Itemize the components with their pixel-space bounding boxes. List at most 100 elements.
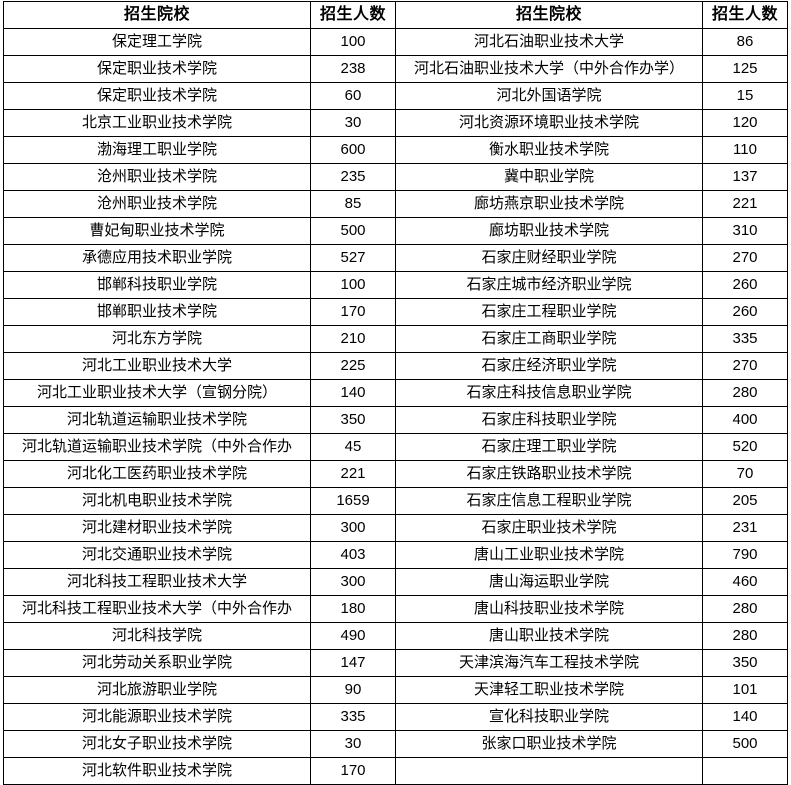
cell-school-left: 邯郸职业技术学院	[3, 298, 311, 326]
cell-school-left: 河北轨道运输职业技术学院	[3, 406, 311, 434]
cell-school-left: 河北交通职业技术学院	[3, 541, 311, 569]
cell-school-right: 石家庄职业技术学院	[395, 514, 703, 542]
cell-school-left: 保定职业技术学院	[3, 82, 311, 110]
cell-count-left: 140	[310, 379, 396, 407]
cell-count-left: 30	[310, 730, 396, 758]
table-row: 保定职业技术学院 238 河北石油职业技术大学（中外合作办学） 125	[3, 55, 788, 83]
cell-count-right: 335	[702, 325, 788, 353]
cell-school-left: 河北科技工程职业技术大学（中外合作办	[3, 595, 311, 623]
table-row: 河北建材职业技术学院 300 石家庄职业技术学院 231	[3, 514, 788, 542]
enrollment-table-container: 招生院校 招生人数 招生院校 招生人数 保定理工学院 100 河北石油职业技术大学 8…	[3, 1, 788, 785]
enrollment-table: 招生院校 招生人数 招生院校 招生人数 保定理工学院 100 河北石油职业技术大学 8…	[3, 1, 788, 785]
cell-school-left: 河北轨道运输职业技术学院（中外合作办	[3, 433, 311, 461]
cell-count-left: 403	[310, 541, 396, 569]
cell-school-right: 廊坊燕京职业技术学院	[395, 190, 703, 218]
cell-school-left: 河北工业职业技术大学（宣钢分院）	[3, 379, 311, 407]
cell-count-right: 500	[702, 730, 788, 758]
cell-count-left: 600	[310, 136, 396, 164]
cell-school-left: 河北机电职业技术学院	[3, 487, 311, 515]
cell-count-left: 350	[310, 406, 396, 434]
table-row: 北京工业职业技术学院 30 河北资源环境职业技术学院 120	[3, 109, 788, 137]
cell-school-right: 石家庄铁路职业技术学院	[395, 460, 703, 488]
table-row: 河北化工医药职业技术学院 221 石家庄铁路职业技术学院 70	[3, 460, 788, 488]
cell-school-left: 保定理工学院	[3, 28, 311, 56]
table-row: 邯郸职业技术学院 170 石家庄工程职业学院 260	[3, 298, 788, 326]
cell-count-right: 270	[702, 244, 788, 272]
table-row: 河北能源职业技术学院 335 宣化科技职业学院 140	[3, 703, 788, 731]
cell-school-left: 沧州职业技术学院	[3, 163, 311, 191]
header-count-right: 招生人数	[702, 1, 788, 29]
cell-count-right: 270	[702, 352, 788, 380]
cell-count-right: 125	[702, 55, 788, 83]
cell-count-left: 100	[310, 28, 396, 56]
cell-count-right: 120	[702, 109, 788, 137]
cell-school-right: 石家庄科技职业学院	[395, 406, 703, 434]
cell-school-right: 石家庄城市经济职业学院	[395, 271, 703, 299]
table-row: 河北机电职业技术学院 1659 石家庄信息工程职业学院 205	[3, 487, 788, 515]
cell-school-right: 石家庄工商职业学院	[395, 325, 703, 353]
cell-school-left: 河北化工医药职业技术学院	[3, 460, 311, 488]
cell-school-right: 石家庄信息工程职业学院	[395, 487, 703, 515]
cell-school-left: 河北建材职业技术学院	[3, 514, 311, 542]
cell-count-right: 221	[702, 190, 788, 218]
cell-count-right: 460	[702, 568, 788, 596]
header-school-right: 招生院校	[395, 1, 703, 29]
cell-school-right: 冀中职业学院	[395, 163, 703, 191]
cell-count-left: 170	[310, 757, 396, 785]
cell-count-right: 280	[702, 622, 788, 650]
cell-count-right: 15	[702, 82, 788, 110]
cell-count-right: 101	[702, 676, 788, 704]
cell-count-right: 110	[702, 136, 788, 164]
cell-school-right: 石家庄经济职业学院	[395, 352, 703, 380]
cell-school-left: 河北工业职业技术大学	[3, 352, 311, 380]
table-row: 承德应用技术职业学院 527 石家庄财经职业学院 270	[3, 244, 788, 272]
table-row: 沧州职业技术学院 85 廊坊燕京职业技术学院 221	[3, 190, 788, 218]
table-row: 保定职业技术学院 60 河北外国语学院 15	[3, 82, 788, 110]
cell-school-right: 石家庄财经职业学院	[395, 244, 703, 272]
cell-school-right: 石家庄理工职业学院	[395, 433, 703, 461]
cell-school-left: 邯郸科技职业学院	[3, 271, 311, 299]
table-row: 河北工业职业技术大学 225 石家庄经济职业学院 270	[3, 352, 788, 380]
cell-count-left: 170	[310, 298, 396, 326]
cell-count-left: 60	[310, 82, 396, 110]
cell-school-right: 石家庄科技信息职业学院	[395, 379, 703, 407]
cell-school-left: 沧州职业技术学院	[3, 190, 311, 218]
table-header: 招生院校 招生人数 招生院校 招生人数	[3, 1, 788, 29]
cell-school-right: 唐山工业职业技术学院	[395, 541, 703, 569]
table-row: 河北轨道运输职业技术学院（中外合作办 45 石家庄理工职业学院 520	[3, 433, 788, 461]
cell-count-left: 527	[310, 244, 396, 272]
table-row: 河北旅游职业学院 90 天津轻工职业技术学院 101	[3, 676, 788, 704]
table-row: 河北交通职业技术学院 403 唐山工业职业技术学院 790	[3, 541, 788, 569]
table-row: 河北轨道运输职业技术学院 350 石家庄科技职业学院 400	[3, 406, 788, 434]
table-row: 河北科技工程职业技术大学 300 唐山海运职业学院 460	[3, 568, 788, 596]
cell-count-left: 225	[310, 352, 396, 380]
cell-school-right: 宣化科技职业学院	[395, 703, 703, 731]
cell-count-left: 45	[310, 433, 396, 461]
cell-count-left: 300	[310, 514, 396, 542]
cell-count-right: 260	[702, 271, 788, 299]
cell-count-right: 790	[702, 541, 788, 569]
table-row: 河北软件职业技术学院 170	[3, 757, 788, 785]
cell-count-left: 180	[310, 595, 396, 623]
cell-school-right: 河北外国语学院	[395, 82, 703, 110]
cell-count-right: 137	[702, 163, 788, 191]
cell-count-right: 350	[702, 649, 788, 677]
cell-school-left: 渤海理工职业学院	[3, 136, 311, 164]
cell-count-right: 280	[702, 595, 788, 623]
header-count-left: 招生人数	[310, 1, 396, 29]
cell-count-left: 221	[310, 460, 396, 488]
table-row: 河北科技学院 490 唐山职业技术学院 280	[3, 622, 788, 650]
cell-count-right: 86	[702, 28, 788, 56]
cell-count-left: 490	[310, 622, 396, 650]
table-row: 河北东方学院 210 石家庄工商职业学院 335	[3, 325, 788, 353]
table-row: 保定理工学院 100 河北石油职业技术大学 86	[3, 28, 788, 56]
cell-count-left: 300	[310, 568, 396, 596]
cell-school-left: 河北女子职业技术学院	[3, 730, 311, 758]
table-row: 渤海理工职业学院 600 衡水职业技术学院 110	[3, 136, 788, 164]
cell-count-left: 500	[310, 217, 396, 245]
cell-school-right: 唐山海运职业学院	[395, 568, 703, 596]
cell-school-right-empty	[395, 757, 703, 785]
cell-school-left: 河北科技学院	[3, 622, 311, 650]
cell-count-left: 1659	[310, 487, 396, 515]
cell-count-left: 147	[310, 649, 396, 677]
